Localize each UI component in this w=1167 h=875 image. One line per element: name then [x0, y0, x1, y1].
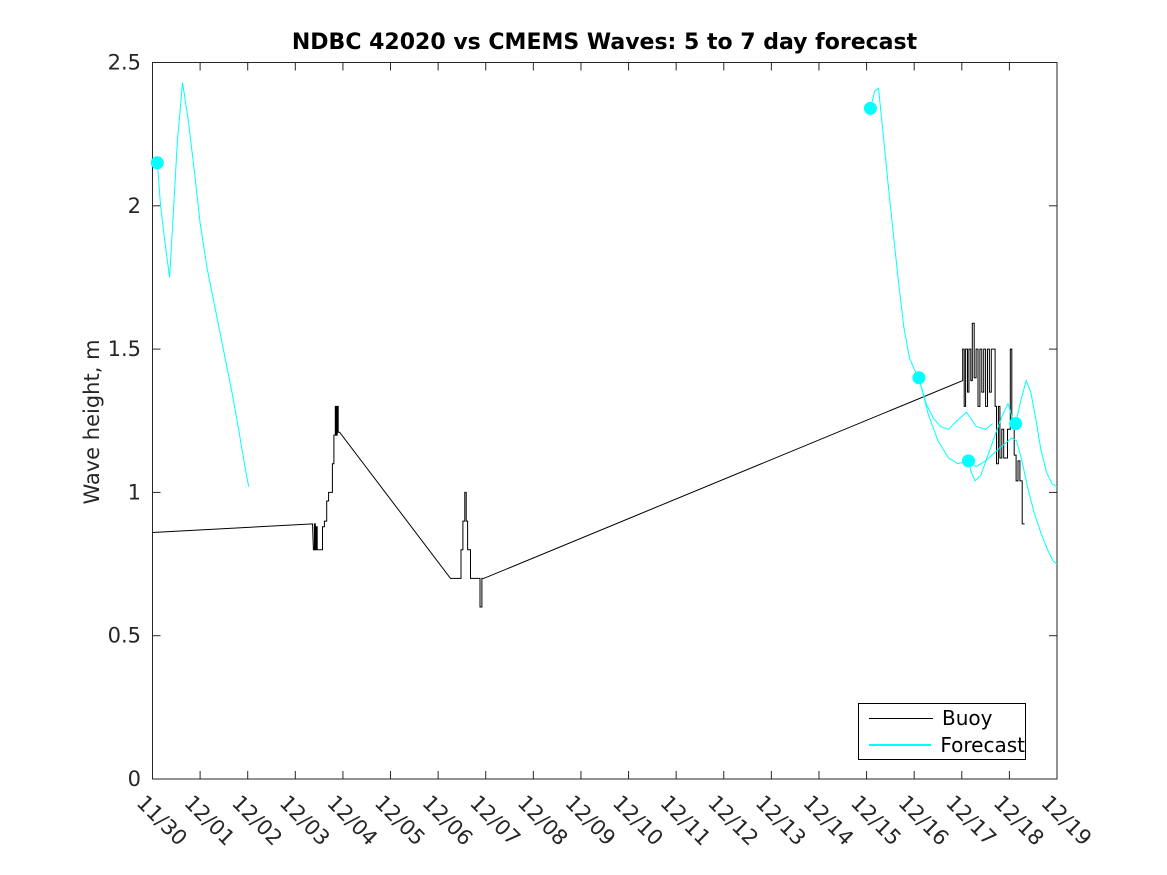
legend-entry-forecast: Forecast — [869, 732, 1025, 758]
x-tick-label: 12/12 — [703, 791, 763, 851]
series-forecast-run-1 — [156, 82, 250, 487]
x-tick-label: 12/02 — [227, 791, 287, 851]
x-tick-label: 12/06 — [418, 791, 478, 851]
x-tick-label: 12/11 — [656, 791, 716, 851]
forecast-start-markers — [863, 101, 877, 115]
y-tick-label: 1 — [128, 480, 141, 504]
x-tick-label: 12/04 — [322, 791, 382, 851]
chart-title: NDBC 42020 vs CMEMS Waves: 5 to 7 day fo… — [291, 30, 918, 55]
buoy-line-swatch — [869, 717, 933, 719]
y-tick-label: 0 — [128, 767, 141, 791]
y-tick-label: 1.5 — [108, 337, 141, 361]
series-forecast-run-3 — [918, 377, 1058, 488]
legend-label-buoy: Buoy — [942, 706, 993, 730]
y-axis-label: Wave height, m — [80, 339, 104, 505]
x-tick-label: 12/01 — [180, 791, 240, 851]
legend-entry-buoy: Buoy — [869, 705, 1025, 731]
x-tick-label: 12/03 — [275, 791, 335, 851]
y-tick-label: 0.5 — [108, 624, 141, 648]
x-tick-label: 12/09 — [560, 791, 620, 851]
forecast-start-markers — [150, 156, 164, 170]
legend: Buoy Forecast — [858, 703, 1026, 760]
x-tick-label: 12/19 — [1036, 791, 1096, 851]
x-tick-label: 12/18 — [989, 791, 1049, 851]
x-tick-label: 12/17 — [941, 791, 1001, 851]
series-buoy — [152, 322, 1025, 608]
forecast-start-markers — [962, 454, 975, 468]
y-tick-label: 2.5 — [108, 51, 141, 75]
y-tick-label: 2 — [128, 194, 141, 218]
x-tick-label: 12/08 — [513, 791, 573, 851]
x-tick-label: 12/16 — [894, 791, 954, 851]
legend-label-forecast: Forecast — [940, 733, 1025, 757]
series-forecast-run-4 — [968, 437, 1058, 565]
x-tick-label: 12/14 — [798, 791, 858, 851]
forecast-start-markers — [912, 371, 926, 385]
x-tick-label: 12/13 — [751, 791, 811, 851]
plot-box — [152, 62, 1058, 780]
x-tick-label: 12/05 — [370, 791, 430, 851]
x-tick-label: 11/30 — [132, 791, 192, 851]
x-tick-label: 12/07 — [465, 791, 525, 851]
x-tick-label: 12/10 — [608, 791, 668, 851]
forecast-start-markers — [1009, 417, 1023, 431]
forecast-line-swatch — [869, 744, 932, 746]
x-tick-label: 12/15 — [846, 791, 906, 851]
